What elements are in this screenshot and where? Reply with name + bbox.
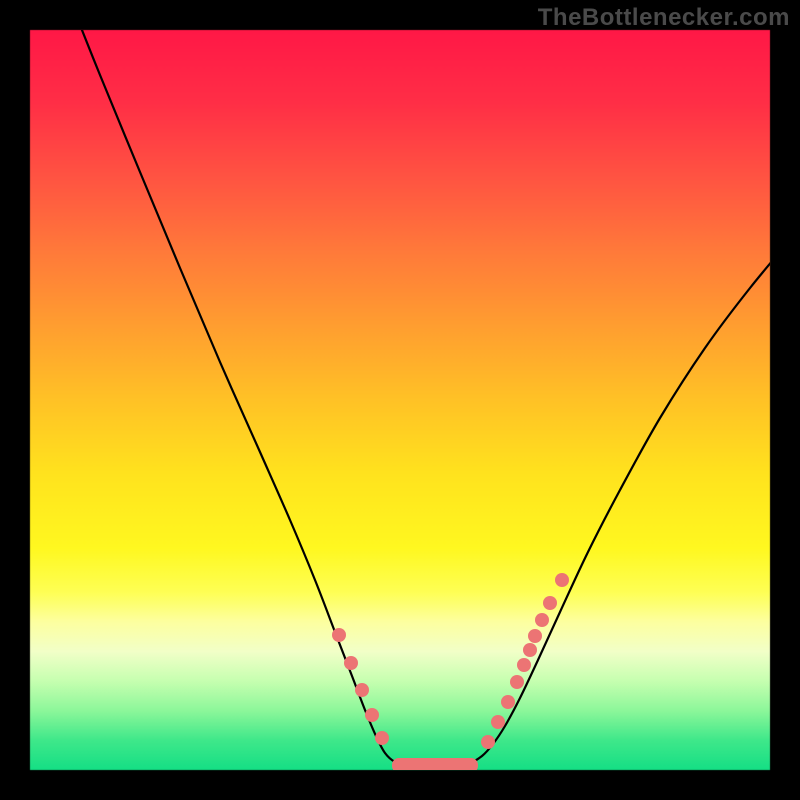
chart-root: TheBottlenecker.com	[0, 0, 800, 800]
watermark-text: TheBottlenecker.com	[538, 4, 790, 32]
gradient-background	[0, 0, 800, 800]
